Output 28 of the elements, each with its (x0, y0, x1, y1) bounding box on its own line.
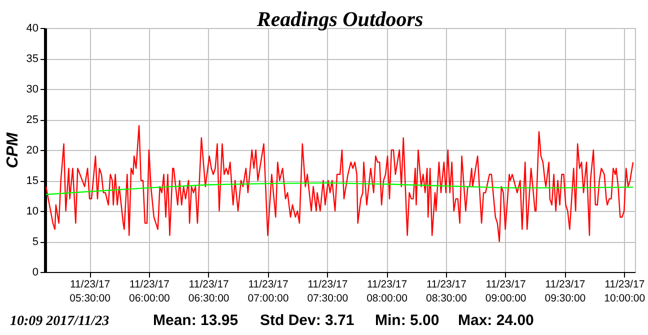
y-tick-label: 0 (32, 266, 38, 278)
y-tick-label: 15 (26, 175, 38, 187)
text: Std Dev: 3.71 (260, 312, 354, 329)
y-tick-label: 5 (32, 236, 38, 248)
text: 10:09 2017/11/23 (10, 314, 110, 330)
x-tick-label: 11/23/17 07:30:00 (307, 278, 348, 304)
line-series (45, 125, 634, 242)
x-tick-label: 11/23/17 09:30:00 (544, 278, 586, 304)
line-series (45, 182, 634, 196)
y-tick-label: 35 (26, 53, 38, 65)
text: Min: 5.00 (375, 312, 440, 329)
text: Max: 24.00 (458, 312, 534, 329)
y-axis-title: CPM (4, 132, 22, 168)
y-tick-label: 10 (26, 206, 38, 218)
x-tick-label: 11/23/17 10:00:00 (604, 278, 646, 304)
x-tick-label: 11/23/17 08:00:00 (366, 278, 408, 304)
x-tick-label: 11/23/17 07:00:00 (248, 278, 289, 304)
x-tick-label: 11/23/17 06:00:00 (129, 278, 170, 304)
y-tick-label: 40 (26, 22, 38, 34)
x-tick-label: 11/23/17 09:00:00 (485, 278, 526, 304)
x-tick-label: 11/23/17 08:30:00 (426, 278, 468, 304)
x-tick-label: 11/23/17 05:30:00 (70, 278, 111, 304)
chart-title: Readings Outdoors (256, 7, 424, 31)
y-tick-label: 25 (26, 114, 38, 126)
y-tick-label: 30 (26, 84, 38, 96)
x-tick-label: 11/23/17 06:30:00 (188, 278, 230, 304)
text: Mean: 13.95 (153, 312, 238, 329)
y-tick-label: 20 (26, 144, 38, 156)
